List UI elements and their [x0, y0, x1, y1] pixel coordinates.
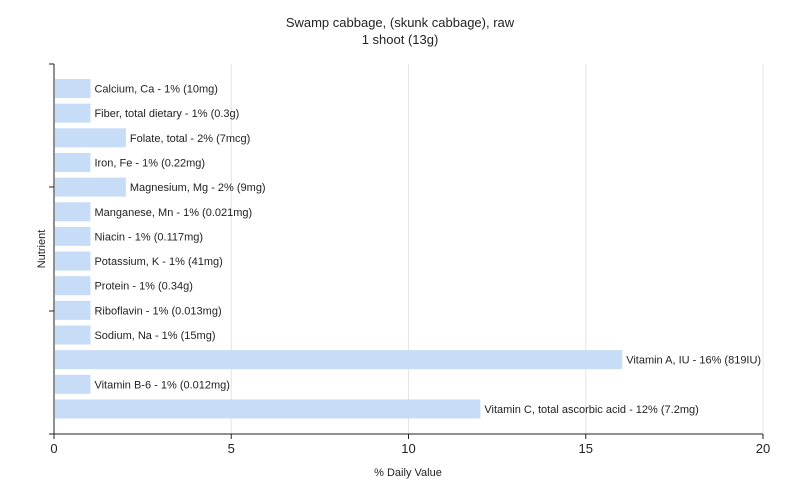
bar-label-0: Calcium, Ca - 1% (10mg)	[94, 84, 217, 96]
bar-1	[55, 103, 91, 123]
bar-6	[55, 226, 91, 246]
bar-label-12: Vitamin B-6 - 1% (0.012mg)	[94, 379, 230, 391]
y-axis-label: Nutrient	[36, 230, 48, 269]
chart-subtitle: 1 shoot (13g)	[362, 32, 439, 47]
bar-label-3: Iron, Fe - 1% (0.22mg)	[94, 157, 205, 169]
bar-label-9: Riboflavin - 1% (0.013mg)	[94, 305, 221, 317]
bar-7	[55, 251, 91, 271]
x-tick-label-2: 10	[401, 441, 415, 456]
bar-label-13: Vitamin C, total ascorbic acid - 12% (7.…	[484, 404, 698, 416]
bar-12	[55, 374, 91, 394]
bar-3	[55, 152, 91, 172]
bar-5	[55, 202, 91, 222]
chart-title: Swamp cabbage, (skunk cabbage), raw	[286, 15, 515, 30]
bar-label-6: Niacin - 1% (0.117mg)	[94, 231, 203, 243]
x-axis-label: % Daily Value	[374, 467, 442, 479]
bar-label-8: Protein - 1% (0.34g)	[94, 281, 192, 293]
bar-layer: Calcium, Ca - 1% (10mg) Fiber, total diet…	[55, 79, 761, 419]
x-tick-label-3: 15	[579, 441, 593, 456]
bar-2	[55, 128, 126, 148]
bar-13	[55, 399, 481, 419]
x-tick-label-4: 20	[756, 441, 770, 456]
bar-10	[55, 325, 91, 345]
bar-0	[55, 79, 91, 98]
bar-label-1: Fiber, total dietary - 1% (0.3g)	[94, 108, 239, 120]
bar-9	[55, 300, 91, 320]
x-tick-label-1: 5	[228, 441, 235, 456]
bar-label-7: Potassium, K - 1% (41mg)	[94, 256, 222, 268]
bar-label-5: Manganese, Mn - 1% (0.021mg)	[94, 207, 252, 219]
axis-layer: 0 5 10 15 20	[49, 63, 770, 456]
bar-label-10: Sodium, Na - 1% (15mg)	[94, 330, 215, 342]
bar-11	[55, 350, 623, 370]
bar-label-4: Magnesium, Mg - 2% (9mg)	[130, 182, 266, 194]
bar-8	[55, 276, 91, 296]
bar-4	[55, 177, 126, 197]
bar-label-11: Vitamin A, IU - 16% (819IU)	[626, 355, 761, 367]
grid-layer	[230, 64, 764, 434]
x-tick-label-0: 0	[50, 441, 57, 456]
bar-label-2: Folate, total - 2% (7mcg)	[130, 133, 250, 145]
